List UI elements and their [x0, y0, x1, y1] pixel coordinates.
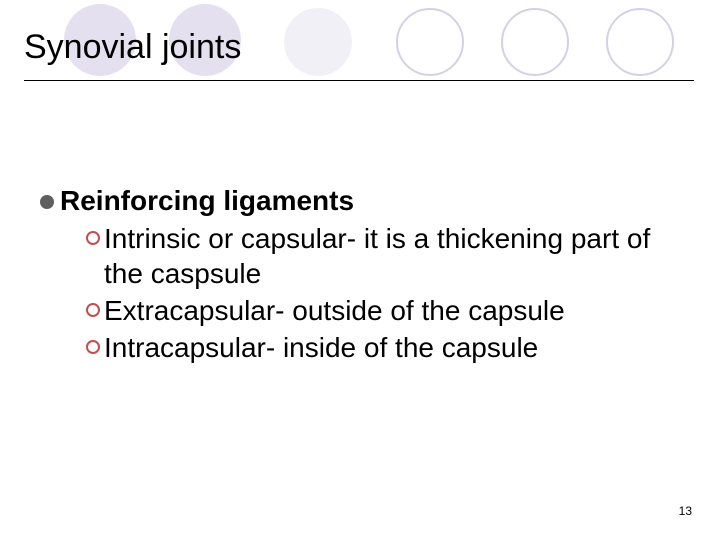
hollow-bullet-icon [86, 231, 100, 245]
title-underline [24, 80, 694, 81]
bullet-level2: Extracapsular- outside of the capsule [86, 293, 680, 328]
level2-text: Extracapsular- outside of the capsule [104, 293, 565, 328]
level2-text: Intrinsic or capsular- it is a thickenin… [104, 221, 664, 291]
hollow-bullet-icon [86, 303, 100, 317]
slide-title-area: Synovial joints [24, 28, 241, 67]
disc-bullet-icon [40, 195, 54, 209]
level1-text: Reinforcing ligaments [60, 185, 354, 217]
bullet-level2: Intrinsic or capsular- it is a thickenin… [86, 221, 680, 291]
level2-text: Intracapsular- inside of the capsule [104, 330, 538, 365]
bullet-level2: Intracapsular- inside of the capsule [86, 330, 680, 365]
slide-title: Synovial joints [24, 28, 241, 67]
slide-content: Reinforcing ligaments Intrinsic or capsu… [40, 185, 680, 367]
hollow-bullet-icon [86, 340, 100, 354]
page-number: 13 [679, 504, 692, 518]
bullet-level1: Reinforcing ligaments [40, 185, 680, 217]
